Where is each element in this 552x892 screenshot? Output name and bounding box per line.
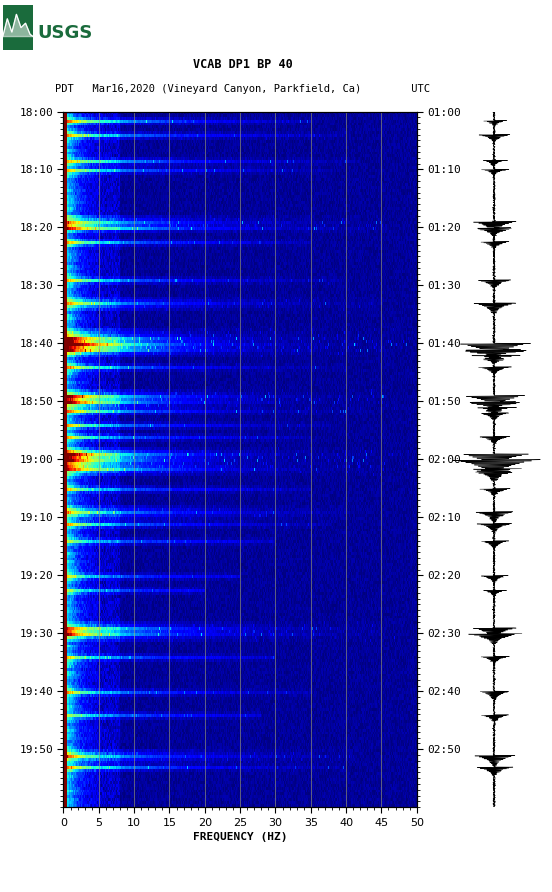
Text: PDT   Mar16,2020 (Vineyard Canyon, Parkfield, Ca)        UTC: PDT Mar16,2020 (Vineyard Canyon, Parkfie… [55,84,431,94]
Polygon shape [3,14,33,37]
X-axis label: FREQUENCY (HZ): FREQUENCY (HZ) [193,832,288,842]
Text: USGS: USGS [38,24,93,42]
Text: VCAB DP1 BP 40: VCAB DP1 BP 40 [193,58,293,71]
